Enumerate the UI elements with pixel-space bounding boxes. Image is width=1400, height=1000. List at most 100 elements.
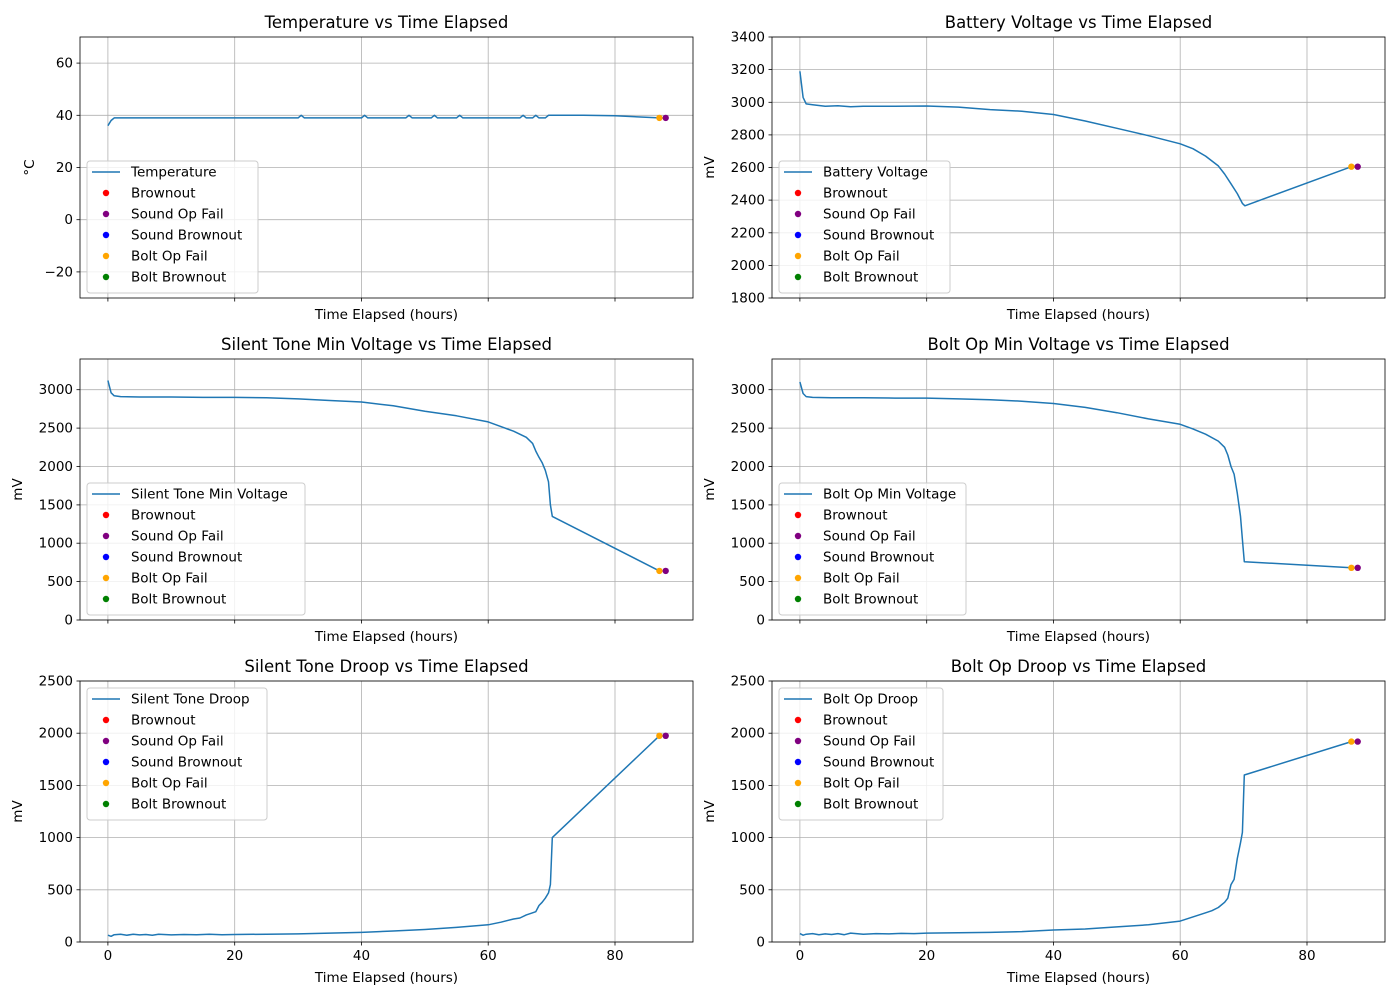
legend-label: Bolt Op Fail	[823, 249, 900, 265]
legend-dot-swatch	[794, 800, 802, 808]
legend-dot-swatch	[102, 595, 110, 603]
x-axis-label: Time Elapsed (hours)	[314, 970, 458, 986]
series-line-1	[107, 114, 660, 127]
legend-dot-swatch	[794, 532, 802, 540]
event-marker-sound-op-fail	[1354, 163, 1361, 170]
legend-label: Sound Brownout	[823, 550, 934, 566]
legend-label: Bolt Brownout	[131, 270, 226, 286]
legend-label: Sound Brownout	[823, 228, 934, 244]
legend-dot-swatch	[102, 252, 110, 260]
y-tick-label: 0	[64, 935, 73, 951]
x-tick-label: 80	[1298, 948, 1315, 964]
legend: Silent Tone Min Voltage Brownout Sound Op …	[86, 482, 306, 616]
legend-label: Silent Tone Droop	[131, 692, 250, 708]
x-tick-label: 80	[606, 948, 623, 964]
legend-dot-swatch	[102, 574, 110, 582]
y-tick-label: 2000	[39, 459, 73, 475]
legend-label: Sound Brownout	[823, 755, 934, 771]
y-tick-label: 2400	[731, 193, 765, 209]
y-tick-label: 3200	[731, 62, 765, 78]
axes-frame	[771, 680, 1386, 943]
legend-dot-swatch	[102, 210, 110, 218]
axes-frame	[79, 358, 694, 621]
y-tick-label: 2600	[731, 160, 765, 176]
series-line-1	[799, 71, 1352, 207]
y-tick-label: 1000	[731, 536, 765, 552]
chart-panel-6: 0 20 40 60 80 0 500 1000 1500 2000 2500 Bolt Op Dro…	[702, 657, 1386, 986]
y-tick-label: 1500	[39, 497, 73, 513]
y-tick-label: 60	[56, 56, 73, 72]
chart-panel-5: 0 20 40 60 80 0 500 1000 1500 2000 2500 Silent Tone…	[10, 657, 694, 986]
legend-dot-swatch	[794, 252, 802, 260]
series-line-1	[107, 380, 660, 572]
legend-label: Sound Brownout	[131, 755, 242, 771]
legend: Battery Voltage Brownout Sound Op Fail Soun…	[778, 160, 951, 294]
event-marker-bolt-op-fail	[1348, 564, 1355, 571]
event-marker-bolt-op-fail	[656, 567, 663, 575]
chart-panel-2: 1800 2000 2200 2400 2600 2800 3000 3200 3400 Batt…	[702, 13, 1386, 323]
legend-dot-swatch	[794, 511, 802, 519]
y-tick-label: 2200	[731, 225, 765, 241]
legend-label: Battery Voltage	[823, 165, 928, 181]
y-tick-label: 20	[56, 160, 73, 176]
legend-label: Temperature	[130, 165, 217, 181]
legend-dot-swatch	[794, 553, 802, 561]
y-axis-label: mV	[702, 478, 718, 501]
x-tick-label: 40	[353, 948, 370, 964]
y-axis-label: °C	[22, 159, 38, 175]
legend-label: Bolt Brownout	[131, 797, 226, 813]
legend-dot-swatch	[794, 231, 802, 239]
chart-title: Temperature vs Time Elapsed	[264, 13, 509, 32]
legend-label: Bolt Op Fail	[131, 776, 208, 792]
legend-dot-swatch	[794, 779, 802, 787]
event-marker-sound-op-fail	[662, 732, 669, 739]
legend-label: Bolt Op Droop	[823, 692, 918, 708]
y-axis-label: mV	[702, 156, 718, 179]
y-tick-label: 0	[756, 613, 765, 629]
x-tick-label: 0	[104, 948, 113, 964]
x-tick-label: 20	[918, 948, 935, 964]
chart-title: Bolt Op Min Voltage vs Time Elapsed	[927, 335, 1229, 354]
x-tick-label: 40	[1045, 948, 1062, 964]
event-marker-sound-op-fail	[1354, 564, 1361, 571]
legend-dot-swatch	[794, 189, 802, 197]
y-tick-label: 40	[56, 108, 73, 124]
y-tick-label: 1500	[731, 497, 765, 513]
legend-label: Sound Op Fail	[131, 207, 224, 223]
legend-label: Sound Op Fail	[823, 207, 916, 223]
event-marker-bolt-op-fail	[656, 114, 663, 122]
legend-label: Bolt Brownout	[823, 797, 918, 813]
legend-label: Silent Tone Min Voltage	[131, 487, 288, 503]
legend-label: Bolt Op Fail	[131, 249, 208, 265]
event-marker-sound-op-fail	[1354, 738, 1361, 745]
y-tick-label: 1500	[39, 778, 73, 794]
axes-frame	[771, 358, 1386, 621]
legend-dot-swatch	[794, 758, 802, 766]
chart-title: Silent Tone Droop vs Time Elapsed	[244, 657, 528, 676]
y-tick-label: 2000	[731, 726, 765, 742]
event-marker-sound-op-fail	[662, 567, 669, 575]
legend-box	[86, 160, 259, 294]
y-tick-label: 2500	[731, 674, 765, 690]
y-tick-label: 3400	[731, 30, 765, 46]
legend: Bolt Op Droop Brownout Sound Op Fail Sound …	[778, 687, 944, 821]
legend-label: Bolt Op Fail	[131, 571, 208, 587]
legend-label: Sound Op Fail	[131, 529, 224, 545]
series-line-1	[799, 381, 1352, 569]
y-tick-label: 500	[47, 574, 73, 590]
legend-box	[778, 482, 967, 616]
y-tick-label: 500	[739, 574, 765, 590]
y-tick-label: 1000	[39, 536, 73, 552]
series-line-1	[107, 735, 660, 938]
legend-label: Brownout	[823, 508, 887, 524]
chart-title: Silent Tone Min Voltage vs Time Elapsed	[221, 335, 552, 354]
legend-dot-swatch	[102, 273, 110, 281]
legend-dot-swatch	[794, 595, 802, 603]
y-tick-label: 1000	[731, 830, 765, 846]
legend-box	[778, 687, 944, 821]
legend-label: Sound Op Fail	[823, 529, 916, 545]
y-axis-label: mV	[702, 800, 718, 823]
event-marker-bolt-op-fail	[1348, 738, 1355, 745]
legend-label: Bolt Brownout	[823, 592, 918, 608]
